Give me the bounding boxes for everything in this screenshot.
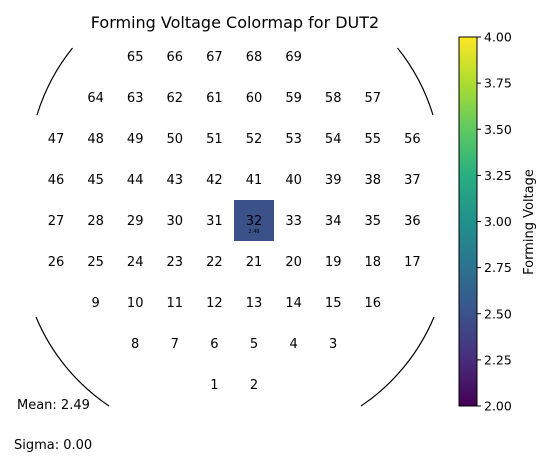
- die-label-50: 50: [167, 132, 184, 147]
- die-label-36: 36: [404, 214, 421, 229]
- die-label-34: 34: [325, 214, 342, 229]
- colorbar-tick-label: 2.25: [484, 352, 512, 367]
- die-label-41: 41: [246, 173, 263, 188]
- die-label-60: 60: [246, 91, 263, 106]
- die-label-18: 18: [365, 255, 382, 270]
- colorbar-tick-label: 3.25: [484, 168, 512, 183]
- die-label-48: 48: [87, 132, 104, 147]
- die-label-69: 69: [285, 50, 302, 65]
- wafer-arc-left-lower: [35, 316, 110, 407]
- colorbar-label: Forming Voltage: [522, 169, 537, 275]
- die-label-44: 44: [127, 173, 144, 188]
- die-label-46: 46: [48, 173, 65, 188]
- die-label-11: 11: [167, 296, 184, 311]
- die-label-4: 4: [289, 337, 297, 352]
- die-label-45: 45: [87, 173, 104, 188]
- die-label-61: 61: [206, 91, 223, 106]
- die-label-31: 31: [206, 214, 223, 229]
- die-label-13: 13: [246, 296, 263, 311]
- die-label-53: 53: [285, 132, 302, 147]
- colorbar-tick-label: 3.50: [484, 122, 512, 137]
- die-label-8: 8: [131, 337, 139, 352]
- die-label-17: 17: [404, 255, 421, 270]
- colorbar-tick-label: 2.50: [484, 306, 512, 321]
- die-label-39: 39: [325, 173, 342, 188]
- die-label-52: 52: [246, 132, 263, 147]
- die-label-12: 12: [206, 296, 223, 311]
- chart-title: Forming Voltage Colormap for DUT2: [91, 13, 379, 32]
- colorbar-tick-label: 3.00: [484, 214, 512, 229]
- die-label-40: 40: [285, 173, 302, 188]
- die-label-23: 23: [167, 255, 184, 270]
- die-label-28: 28: [87, 214, 104, 229]
- sigma-stat: Sigma: 0.00: [14, 438, 93, 453]
- die-label-29: 29: [127, 214, 144, 229]
- colorbar-tick-label: 3.75: [484, 76, 512, 91]
- die-label-56: 56: [404, 132, 421, 147]
- colorbar-gradient: [458, 36, 478, 407]
- die-label-26: 26: [48, 255, 65, 270]
- die-label-22: 22: [206, 255, 223, 270]
- wafer-arc-right-lower: [360, 316, 435, 407]
- die-label-7: 7: [171, 337, 179, 352]
- die-label-38: 38: [365, 173, 382, 188]
- die-label-64: 64: [87, 91, 104, 106]
- die-label-1: 1: [210, 378, 218, 393]
- die-label-62: 62: [167, 91, 184, 106]
- die-label-33: 33: [285, 214, 302, 229]
- die-label-57: 57: [365, 91, 382, 106]
- die-label-47: 47: [48, 132, 65, 147]
- die-label-16: 16: [365, 296, 382, 311]
- die-label-20: 20: [285, 255, 302, 270]
- die-label-27: 27: [48, 214, 65, 229]
- die-label-30: 30: [167, 214, 184, 229]
- die-label-65: 65: [127, 50, 144, 65]
- colorbar-ticks: 2.00 2.25 2.50 2.75 3.00 3.25 3.50 3.75 4.00: [477, 30, 512, 414]
- die-label-10: 10: [127, 296, 144, 311]
- die-label-21: 21: [246, 255, 263, 270]
- die-label-15: 15: [325, 296, 342, 311]
- die-label-9: 9: [91, 296, 99, 311]
- die-label-55: 55: [365, 132, 382, 147]
- colorbar-tick-label: 4.00: [484, 30, 512, 45]
- die-label-63: 63: [127, 91, 144, 106]
- die-label-54: 54: [325, 132, 342, 147]
- die-label-3: 3: [329, 337, 337, 352]
- die-label-25: 25: [87, 255, 104, 270]
- die-label-66: 66: [167, 50, 184, 65]
- die-label-5: 5: [250, 337, 258, 352]
- die-label-51: 51: [206, 132, 223, 147]
- colorbar: 2.00 2.25 2.50 2.75 3.00 3.25 3.50 3.75 4.00 For…: [458, 30, 537, 414]
- die-label-42: 42: [206, 173, 223, 188]
- die-label-37: 37: [404, 173, 421, 188]
- wafer-outline: [35, 47, 435, 407]
- colorbar-tick-label: 2.00: [484, 399, 512, 414]
- die-label-32: 32: [246, 214, 263, 229]
- die-value-32: 2.49: [248, 229, 259, 235]
- wafer-arc-right-upper: [397, 47, 434, 116]
- die-label-35: 35: [365, 214, 382, 229]
- die-label-67: 67: [206, 50, 223, 65]
- die-label-58: 58: [325, 91, 342, 106]
- die-label-14: 14: [285, 296, 302, 311]
- die-cells: [234, 200, 274, 241]
- die-label-59: 59: [285, 91, 302, 106]
- die-label-49: 49: [127, 132, 144, 147]
- die-label-19: 19: [325, 255, 342, 270]
- die-label-43: 43: [167, 173, 184, 188]
- die-cell-32: [234, 200, 274, 241]
- wafer-arc-left-upper: [36, 47, 73, 116]
- die-label-2: 2: [250, 378, 258, 393]
- colorbar-tick-label: 2.75: [484, 260, 512, 275]
- die-label-24: 24: [127, 255, 144, 270]
- die-label-6: 6: [210, 337, 218, 352]
- die-label-68: 68: [246, 50, 263, 65]
- mean-stat: Mean: 2.49: [17, 398, 90, 413]
